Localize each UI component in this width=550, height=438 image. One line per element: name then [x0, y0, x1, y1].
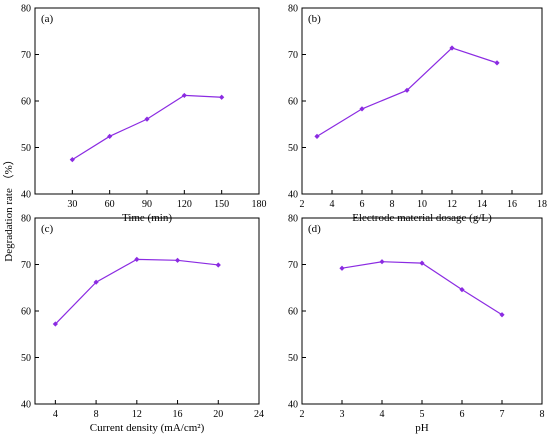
x-tick-label: 6 [360, 199, 365, 210]
panel-label: (c) [41, 223, 54, 235]
x-tick-label: 4 [380, 409, 385, 420]
y-tick-label: 60 [21, 307, 31, 318]
y-tick-label: 70 [288, 50, 298, 61]
x-tick-label: 2 [300, 199, 305, 210]
panel-4: (d) 2 3 4 5 6 7 8 40 50 60 70 80 pH [288, 214, 545, 435]
y-tick-label: 50 [21, 353, 31, 364]
y-tick-label: 80 [21, 214, 31, 225]
y-tick-label: 40 [288, 190, 298, 201]
x-tick-label: 18 [537, 199, 547, 210]
y-tick-label: 60 [288, 97, 298, 108]
x-axis-label: pH [415, 422, 429, 434]
data-point [379, 259, 385, 265]
plot-frame [301, 7, 543, 195]
y-tick-label: 60 [21, 97, 31, 108]
x-tick-label: 16 [507, 199, 517, 210]
x-tick-label: 5 [420, 409, 425, 420]
y-tick-label: 80 [288, 4, 298, 15]
y-tick-label: 70 [288, 260, 298, 271]
data-point [52, 321, 58, 327]
y-tick-label: 40 [21, 400, 31, 411]
data-point [499, 312, 505, 318]
x-tick-label: 8 [94, 409, 99, 420]
plot-frame [301, 217, 543, 405]
panel-label: (b) [308, 13, 321, 25]
x-tick-label: 24 [254, 409, 264, 420]
x-tick-label: 4 [330, 199, 335, 210]
x-tick-label: 8 [390, 199, 395, 210]
y-tick-label: 40 [21, 190, 31, 201]
data-point [219, 94, 225, 100]
data-point [339, 265, 345, 271]
data-point [494, 60, 500, 66]
y-tick-label: 60 [288, 307, 298, 318]
x-tick-label: 90 [142, 199, 152, 210]
y-tick-label: 70 [21, 50, 31, 61]
x-axis-label: Current density (mA/cm²) [90, 422, 205, 434]
global-y-axis-label: Degradation rate （%） [2, 154, 15, 262]
panel-label: (a) [41, 13, 54, 25]
series-line [72, 94, 222, 161]
x-tick-label: 16 [173, 409, 183, 420]
plot-frame [34, 7, 260, 195]
y-tick-label: 50 [21, 143, 31, 154]
x-tick-label: 12 [447, 199, 457, 210]
data-point [107, 133, 113, 139]
data-point [144, 116, 150, 122]
y-tick-label: 80 [21, 4, 31, 15]
y-tick-label: 80 [288, 214, 298, 225]
y-tick-label: 50 [288, 353, 298, 364]
x-tick-label: 120 [177, 199, 192, 210]
x-tick-label: 12 [132, 409, 142, 420]
x-tick-label: 30 [67, 199, 77, 210]
y-tick-label: 50 [288, 143, 298, 154]
series-line [54, 258, 219, 325]
x-tick-label: 2 [300, 409, 305, 420]
y-tick-label: 40 [288, 400, 298, 411]
series-line [341, 261, 503, 316]
data-point [69, 156, 75, 163]
x-tick-label: 4 [53, 409, 58, 420]
data-point [449, 45, 455, 51]
x-tick-label: 180 [252, 199, 267, 210]
data-point [134, 256, 140, 262]
data-point [181, 92, 187, 99]
data-point [459, 287, 465, 293]
x-tick-label: 20 [213, 409, 223, 420]
data-point [314, 133, 320, 139]
panel-label: (d) [308, 223, 321, 235]
x-tick-label: 8 [540, 409, 545, 420]
x-tick-label: 14 [477, 199, 487, 210]
x-tick-label: 3 [340, 409, 345, 420]
data-point [359, 106, 365, 112]
x-tick-label: 6 [460, 409, 465, 420]
y-tick-label: 70 [21, 260, 31, 271]
data-point [419, 260, 425, 266]
panel-3: (c) 4 8 12 16 20 24 40 50 60 70 80 Current density (… [21, 214, 264, 435]
x-tick-label: 10 [417, 199, 427, 210]
data-point [215, 262, 221, 268]
x-tick-label: 150 [214, 199, 229, 210]
data-point [93, 279, 99, 285]
data-point [174, 257, 181, 263]
data-point [404, 87, 410, 93]
x-tick-label: 7 [500, 409, 505, 420]
x-tick-label: 60 [105, 199, 115, 210]
